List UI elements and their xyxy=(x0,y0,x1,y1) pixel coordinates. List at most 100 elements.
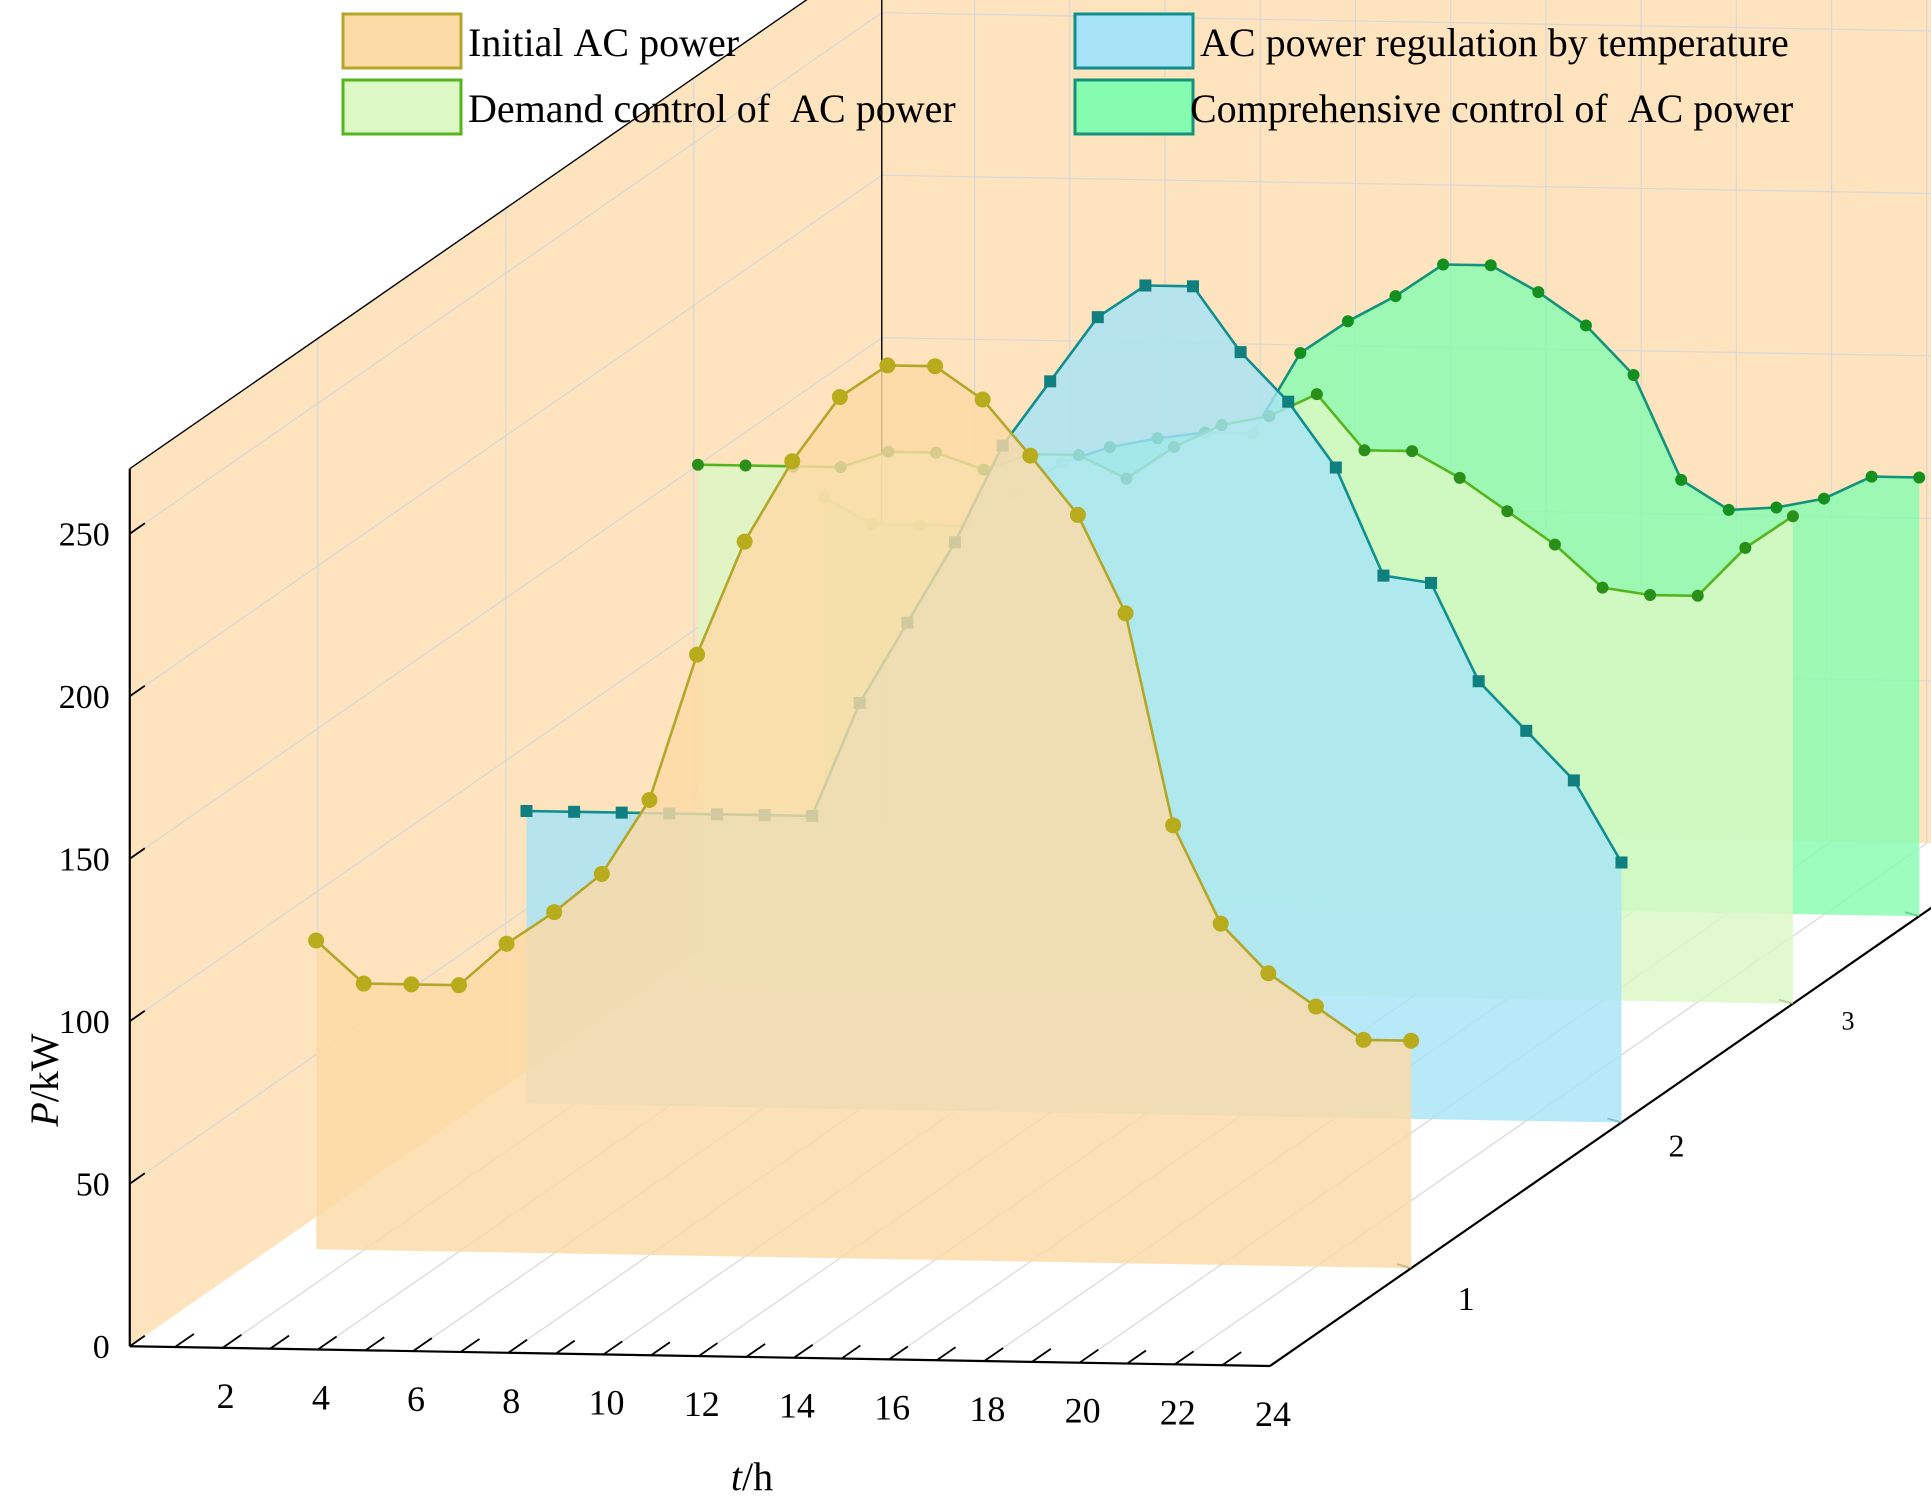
y-tick-label: 150 xyxy=(59,842,110,879)
series-point xyxy=(641,791,658,808)
x-tick xyxy=(174,1333,195,1348)
series-point xyxy=(691,458,704,471)
series-point xyxy=(1406,445,1419,458)
legend-swatch xyxy=(341,12,463,70)
x-tick xyxy=(1269,1352,1290,1367)
series-point xyxy=(1358,444,1371,457)
legend-swatch xyxy=(1073,78,1195,136)
x-tick xyxy=(602,1340,623,1356)
y-tick-label: 0 xyxy=(93,1329,110,1366)
series-point xyxy=(1044,375,1057,388)
series-group xyxy=(308,357,1420,1269)
legend-label: Initial AC power xyxy=(468,20,739,65)
legend-swatch xyxy=(1073,12,1195,70)
series-point xyxy=(1532,286,1545,299)
series-point xyxy=(1501,505,1514,518)
series-point xyxy=(1069,506,1086,523)
series-point xyxy=(1117,605,1134,622)
x-tick xyxy=(1079,1348,1099,1364)
series-point xyxy=(593,865,610,882)
series-point xyxy=(974,391,991,408)
series-point xyxy=(1377,569,1390,582)
series-point xyxy=(1453,471,1466,484)
y-axis-label: P/kW xyxy=(22,1033,67,1128)
series-point xyxy=(403,976,420,993)
x-tick xyxy=(460,1338,480,1353)
legend-label: Demand control of AC power xyxy=(468,86,956,131)
y-tick xyxy=(129,1335,146,1347)
x-tick xyxy=(412,1337,433,1352)
series-point xyxy=(1187,280,1200,293)
legend-item: Comprehensive control of AC power xyxy=(1073,78,1793,136)
series-point xyxy=(1722,503,1735,516)
series-point xyxy=(1817,492,1830,505)
series-point xyxy=(736,533,753,550)
legend-swatch xyxy=(341,78,463,136)
y-tick xyxy=(129,1172,146,1185)
legend-item: Initial AC power xyxy=(341,12,739,70)
series-point xyxy=(1310,388,1323,401)
series-point xyxy=(1548,538,1561,551)
x-tick xyxy=(983,1347,1004,1362)
series-point xyxy=(1644,588,1657,601)
series-point xyxy=(879,357,896,374)
x-tick xyxy=(364,1336,385,1352)
x-tick xyxy=(698,1342,719,1357)
series-line xyxy=(315,364,1412,1042)
legend-label: Comprehensive control of AC power xyxy=(1190,86,1793,131)
x-tick-label: 10 xyxy=(588,1382,624,1422)
x-tick xyxy=(222,1334,242,1349)
x-tick xyxy=(745,1343,766,1358)
left-wall-top-edge xyxy=(129,0,808,470)
series-point xyxy=(784,453,801,470)
x-tick-label: 22 xyxy=(1160,1392,1196,1432)
y-tick xyxy=(129,522,146,535)
y-tick-label: 50 xyxy=(76,1167,110,1204)
x-tick-label: 6 xyxy=(407,1379,425,1419)
series-point xyxy=(1425,576,1438,589)
z-axis-line xyxy=(1269,906,1931,1367)
x-tick xyxy=(888,1345,909,1361)
chart-axis-labels: P/kW t/h xyxy=(22,1033,773,1499)
x-tick xyxy=(1126,1349,1147,1365)
series-point xyxy=(1022,447,1039,464)
series-point xyxy=(308,932,325,949)
series-point xyxy=(1691,589,1704,602)
x-tick xyxy=(1221,1351,1242,1366)
chart-series xyxy=(308,258,1926,1269)
x-tick-label: 2 xyxy=(217,1376,235,1416)
series-point xyxy=(1437,258,1450,271)
series-point xyxy=(1403,1032,1420,1049)
series-point xyxy=(1341,315,1354,328)
series-point xyxy=(568,805,581,818)
x-tick xyxy=(507,1339,528,1354)
legend-item: AC power regulation by temperature xyxy=(1073,12,1789,70)
z-tick-label: 1 xyxy=(1458,1281,1475,1318)
x-tick xyxy=(793,1343,814,1359)
x-tick-label: 4 xyxy=(312,1377,330,1417)
y-tick-label: 100 xyxy=(59,1004,110,1041)
series-point xyxy=(1675,473,1688,486)
x-tick-label: 14 xyxy=(779,1386,815,1426)
x-tick xyxy=(650,1341,671,1357)
x-tick xyxy=(1031,1348,1052,1363)
x-tick xyxy=(1174,1350,1195,1366)
y-tick-label: 200 xyxy=(59,679,110,716)
chart-legend: Initial AC power AC power regulation by t… xyxy=(341,12,1793,136)
series-point xyxy=(1770,501,1783,514)
x-tick xyxy=(555,1339,576,1355)
x-tick-label: 16 xyxy=(874,1387,910,1427)
legend-label: AC power regulation by temperature xyxy=(1200,20,1789,65)
z-tick-label: 2 xyxy=(1668,1127,1684,1163)
x-tick-label: 24 xyxy=(1255,1394,1291,1434)
series-point xyxy=(1389,290,1402,303)
x-tick xyxy=(269,1334,290,1350)
series-point xyxy=(1739,541,1752,554)
series-point xyxy=(1579,319,1592,332)
series-point xyxy=(1091,311,1104,324)
series-point xyxy=(1567,774,1580,787)
legend-item: Demand control of AC power xyxy=(341,78,956,136)
y-tick xyxy=(129,685,146,697)
series-point xyxy=(1260,965,1277,982)
